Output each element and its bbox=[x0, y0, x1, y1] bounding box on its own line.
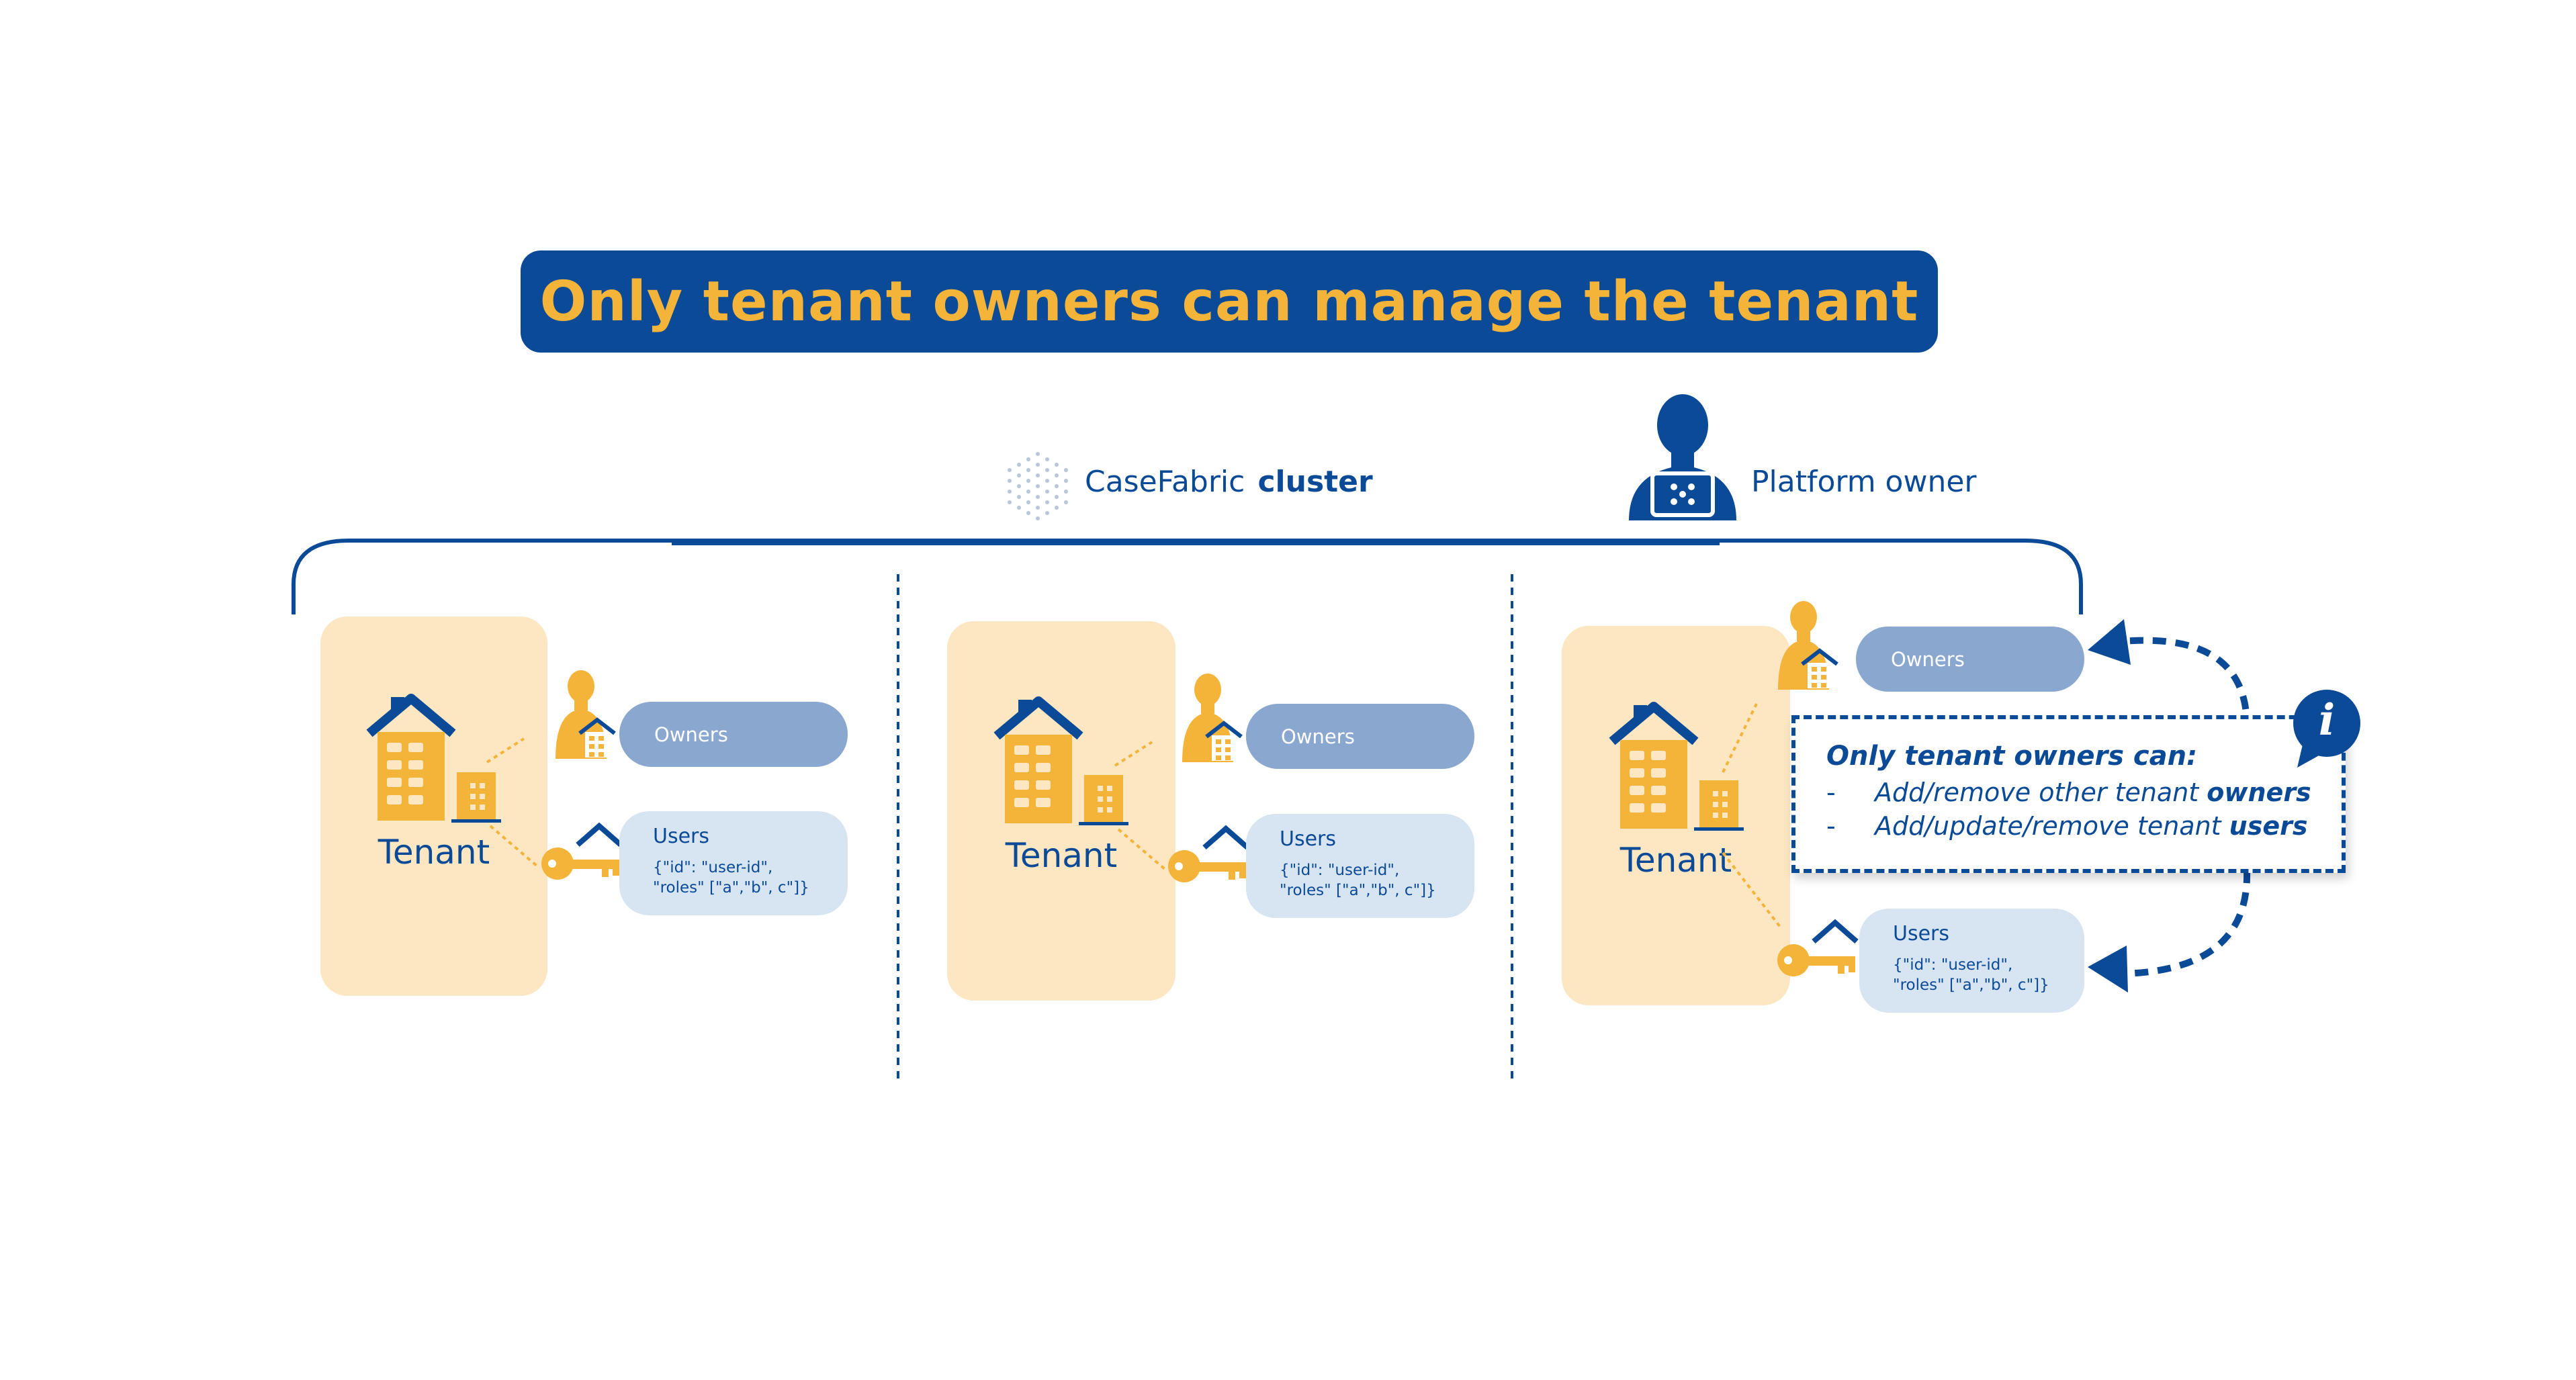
owner-icon bbox=[1778, 601, 1838, 690]
users-pill: Users {"id": "user-id", "roles" ["a","b"… bbox=[619, 811, 848, 915]
page-title: Only tenant owners can manage the tenant bbox=[539, 269, 1919, 334]
owners-label: Owners bbox=[654, 723, 728, 746]
tenant-links bbox=[486, 737, 539, 868]
users-json-line1: {"id": "user-id", bbox=[653, 859, 773, 876]
cluster-label: CaseFabric cluster bbox=[1085, 465, 1373, 499]
platform-owner-icon bbox=[1629, 394, 1736, 520]
info-item-owners: - Add/remove other tenant owners bbox=[1826, 776, 2342, 809]
arrow-head-users bbox=[2088, 946, 2128, 993]
owners-label: Owners bbox=[1281, 725, 1355, 748]
tenant-label-wrap: Tenant bbox=[1562, 841, 1790, 880]
info-item-bold: users bbox=[2229, 811, 2308, 841]
users-label: Users bbox=[1280, 827, 1337, 851]
building-icon bbox=[993, 696, 1128, 825]
platform-owner-label-wrap: Platform owner bbox=[1751, 465, 1977, 499]
building-icon bbox=[1609, 702, 1744, 831]
platform-owner-label: Platform owner bbox=[1751, 465, 1977, 499]
users-pill: Users {"id": "user-id", "roles" ["a","b"… bbox=[1859, 909, 2084, 1013]
tenant-label-wrap: Tenant bbox=[320, 833, 547, 872]
tenant-label: Tenant bbox=[377, 833, 490, 872]
tenant-label-wrap: Tenant bbox=[947, 836, 1175, 875]
arrow-head-owners bbox=[2088, 619, 2131, 665]
info-icon: i bbox=[2291, 688, 2363, 769]
users-json-line2: "roles" ["a","b", c"]} bbox=[1280, 882, 1436, 899]
casefabric-logo-icon bbox=[1008, 452, 1068, 520]
info-item-users: - Add/update/remove tenant users bbox=[1826, 809, 2342, 843]
users-json-line1: {"id": "user-id", bbox=[1280, 862, 1400, 879]
users-label: Users bbox=[653, 825, 710, 848]
cluster-brand: CaseFabric bbox=[1085, 465, 1245, 499]
info-heading: Only tenant owners can: bbox=[1826, 741, 2198, 772]
owners-pill: Owners bbox=[1856, 627, 2084, 692]
owner-icon bbox=[1182, 674, 1243, 762]
cluster-word: cluster bbox=[1257, 465, 1373, 499]
owners-pill: Owners bbox=[619, 702, 848, 767]
users-json-line2: "roles" ["a","b", c"]} bbox=[653, 879, 809, 896]
owner-icon bbox=[556, 670, 616, 759]
tenant-label: Tenant bbox=[1619, 841, 1732, 880]
owners-label: Owners bbox=[1891, 647, 1965, 671]
info-item-bold: owners bbox=[2207, 778, 2311, 807]
key-icon bbox=[541, 822, 623, 880]
users-json-line1: {"id": "user-id", bbox=[1893, 956, 2013, 974]
info-item-text: Add/update/remove tenant bbox=[1875, 811, 2229, 841]
users-label: Users bbox=[1893, 922, 1950, 946]
info-callout: Only tenant owners can: - Add/remove othe… bbox=[1791, 715, 2346, 873]
owners-pill: Owners bbox=[1246, 704, 1474, 769]
users-pill: Users {"id": "user-id", "roles" ["a","b"… bbox=[1246, 814, 1474, 918]
key-icon bbox=[1777, 919, 1859, 976]
key-icon bbox=[1168, 825, 1249, 882]
tenant-label: Tenant bbox=[1005, 836, 1118, 875]
info-bullet: - bbox=[1826, 811, 1836, 841]
title-banner: Only tenant owners can manage the tenant bbox=[521, 250, 1938, 353]
building-icon bbox=[366, 694, 501, 823]
users-json-line2: "roles" ["a","b", c"]} bbox=[1893, 976, 2049, 994]
tenant-links bbox=[1114, 741, 1167, 871]
info-item-text: Add/remove other tenant bbox=[1875, 778, 2207, 807]
info-icon-letter: i bbox=[2318, 695, 2336, 745]
info-bullet: - bbox=[1826, 778, 1836, 807]
